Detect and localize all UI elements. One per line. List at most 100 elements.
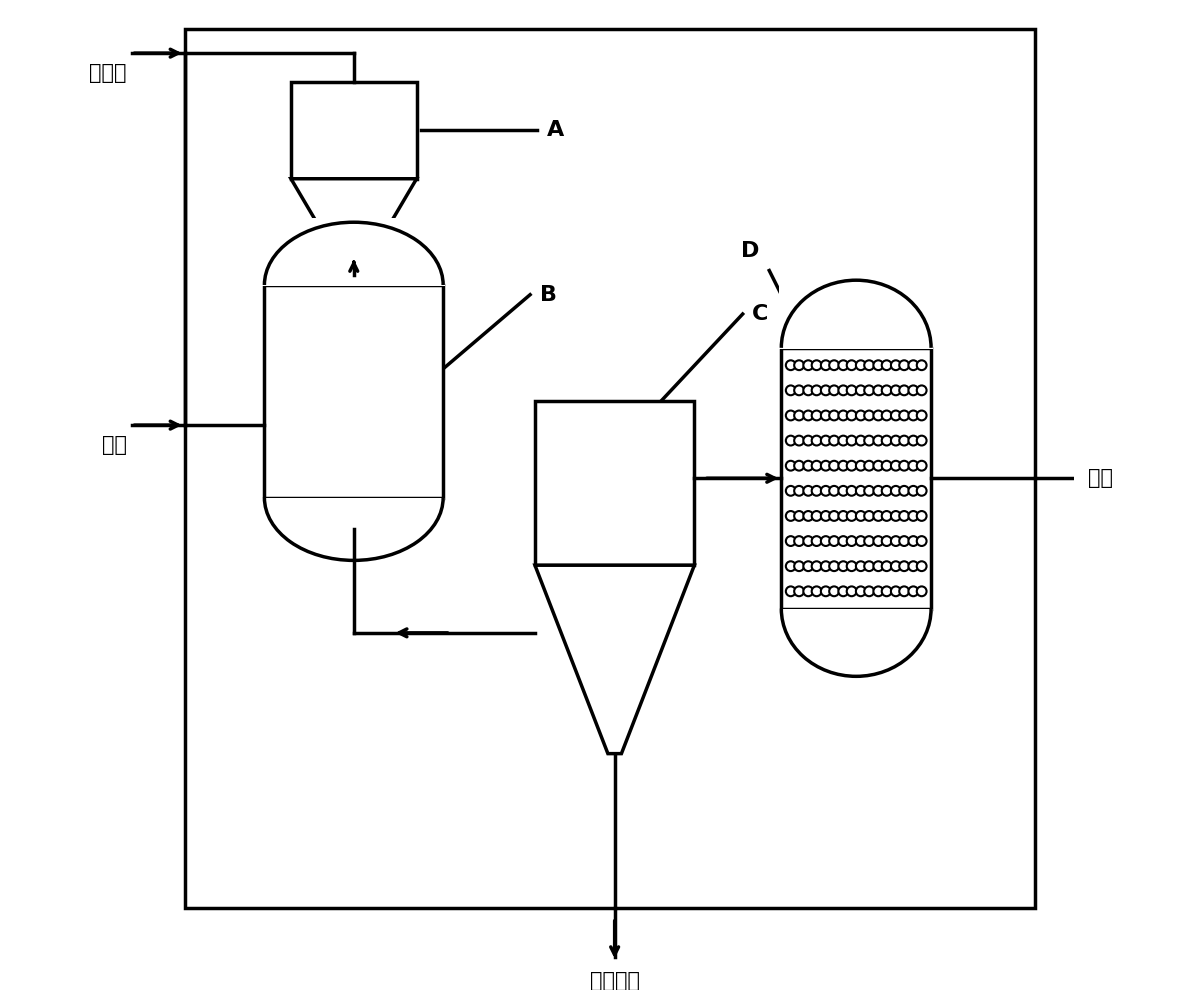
Circle shape: [890, 561, 901, 571]
Circle shape: [882, 511, 892, 521]
Circle shape: [847, 411, 856, 421]
Circle shape: [803, 385, 814, 395]
Circle shape: [821, 360, 830, 370]
Circle shape: [874, 411, 883, 421]
Circle shape: [890, 537, 901, 545]
Circle shape: [785, 385, 796, 395]
Circle shape: [829, 586, 839, 596]
Text: C: C: [752, 304, 769, 324]
Circle shape: [916, 360, 927, 370]
Circle shape: [811, 486, 822, 496]
Circle shape: [847, 436, 856, 446]
Circle shape: [829, 486, 839, 496]
Circle shape: [847, 460, 856, 470]
Circle shape: [794, 411, 804, 421]
Circle shape: [908, 486, 919, 496]
Circle shape: [882, 586, 892, 596]
Circle shape: [864, 586, 874, 596]
Circle shape: [811, 385, 822, 395]
Circle shape: [916, 537, 927, 545]
Circle shape: [856, 537, 866, 545]
Circle shape: [916, 411, 927, 421]
Circle shape: [821, 411, 830, 421]
Polygon shape: [291, 179, 417, 275]
Circle shape: [864, 511, 874, 521]
Circle shape: [821, 436, 830, 446]
Circle shape: [803, 511, 814, 521]
Circle shape: [829, 460, 839, 470]
Circle shape: [908, 586, 919, 596]
Circle shape: [785, 360, 796, 370]
Circle shape: [899, 561, 909, 571]
Circle shape: [785, 511, 796, 521]
Circle shape: [856, 511, 866, 521]
Bar: [184, 29, 1035, 908]
Circle shape: [785, 537, 796, 545]
Circle shape: [821, 561, 830, 571]
Circle shape: [899, 360, 909, 370]
Circle shape: [916, 385, 927, 395]
Circle shape: [821, 537, 830, 545]
Circle shape: [803, 537, 814, 545]
Circle shape: [890, 460, 901, 470]
Circle shape: [829, 385, 839, 395]
Circle shape: [864, 486, 874, 496]
Circle shape: [899, 436, 909, 446]
Circle shape: [864, 561, 874, 571]
Bar: [779, 276, 933, 348]
Circle shape: [856, 561, 866, 571]
Circle shape: [839, 385, 848, 395]
Circle shape: [908, 411, 919, 421]
Bar: [262, 219, 445, 286]
Text: 出水: 出水: [1088, 468, 1113, 488]
Circle shape: [856, 411, 866, 421]
Circle shape: [821, 486, 830, 496]
Circle shape: [811, 537, 822, 545]
Circle shape: [864, 436, 874, 446]
Circle shape: [908, 511, 919, 521]
Circle shape: [811, 460, 822, 470]
Circle shape: [882, 561, 892, 571]
Circle shape: [856, 586, 866, 596]
Text: B: B: [540, 285, 556, 305]
Circle shape: [864, 411, 874, 421]
Circle shape: [839, 460, 848, 470]
Circle shape: [839, 360, 848, 370]
Circle shape: [847, 586, 856, 596]
Circle shape: [847, 511, 856, 521]
Circle shape: [811, 586, 822, 596]
Circle shape: [882, 385, 892, 395]
Circle shape: [916, 486, 927, 496]
Circle shape: [916, 436, 927, 446]
Bar: [265, 285, 443, 498]
Circle shape: [882, 486, 892, 496]
Text: A: A: [547, 121, 565, 141]
Circle shape: [839, 586, 848, 596]
Circle shape: [829, 411, 839, 421]
Text: 絮凝剂: 絮凝剂: [90, 62, 126, 83]
Circle shape: [811, 561, 822, 571]
Circle shape: [874, 537, 883, 545]
Text: D: D: [742, 241, 759, 261]
Circle shape: [811, 411, 822, 421]
Circle shape: [916, 561, 927, 571]
Circle shape: [874, 436, 883, 446]
Circle shape: [908, 436, 919, 446]
Circle shape: [829, 511, 839, 521]
Circle shape: [803, 360, 814, 370]
Circle shape: [847, 537, 856, 545]
Circle shape: [803, 436, 814, 446]
Text: 进水: 进水: [102, 435, 126, 454]
Circle shape: [908, 537, 919, 545]
Circle shape: [874, 511, 883, 521]
Circle shape: [811, 436, 822, 446]
Circle shape: [874, 486, 883, 496]
Circle shape: [908, 460, 919, 470]
Circle shape: [856, 436, 866, 446]
Circle shape: [899, 537, 909, 545]
Circle shape: [890, 486, 901, 496]
Circle shape: [785, 436, 796, 446]
Circle shape: [839, 486, 848, 496]
Circle shape: [864, 537, 874, 545]
Circle shape: [882, 436, 892, 446]
